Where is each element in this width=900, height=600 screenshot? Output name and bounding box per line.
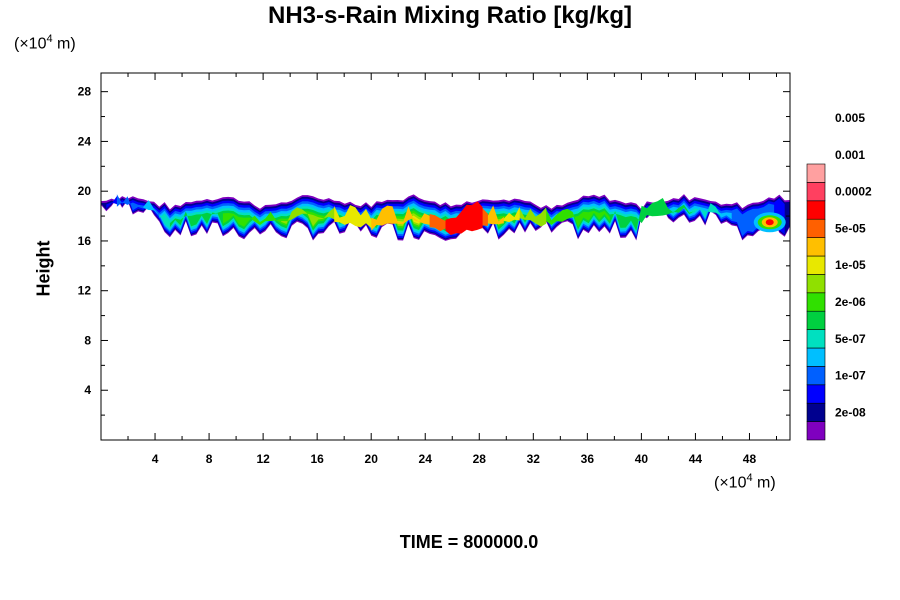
x-tick-label: 48	[743, 452, 757, 466]
colorbar-swatch	[806, 292, 826, 312]
mixing-ratio-field	[101, 194, 790, 241]
y-tick-label: 16	[78, 234, 92, 248]
x-tick-label: 40	[635, 452, 649, 466]
colorbar-swatch	[806, 274, 826, 294]
x-tick-label: 44	[689, 452, 703, 466]
colorbar-swatch	[806, 366, 826, 386]
colorbar-swatch	[806, 182, 826, 202]
x-tick-label: 24	[419, 452, 433, 466]
x-unit-label: (×104 m)	[714, 472, 776, 492]
colorbar-swatch	[806, 237, 826, 257]
y-tick-label: 12	[78, 284, 92, 298]
chart-title: NH3-s-Rain Mixing Ratio [kg/kg]	[267, 2, 633, 29]
colorbar-label: 0.005	[835, 111, 865, 125]
colorbar: 2e-08 1e-07 5e-07 2e-06 1e-05 5e-05 0.0002 0.00…	[806, 111, 872, 441]
colorbar-label: 5e-07	[835, 332, 866, 346]
x-tick-label: 16	[310, 452, 324, 466]
time-label: TIME = 800000.0	[399, 532, 539, 552]
x-tick-label: 8	[206, 452, 213, 466]
plot-frame	[100, 72, 791, 441]
field-contour	[445, 201, 483, 235]
colorbar-label: 0.001	[835, 148, 865, 162]
colorbar-swatch	[806, 218, 826, 238]
y-tick-label: 24	[78, 134, 92, 148]
colorbar-swatch	[806, 310, 826, 330]
y-tick-label: 20	[78, 184, 92, 198]
y-tick-label: 28	[78, 85, 92, 99]
colorbar-label: 5e-05	[835, 221, 866, 235]
colorbar-swatch	[806, 402, 826, 422]
y-tick-label: 4	[84, 383, 91, 397]
x-tick-label: 32	[527, 452, 541, 466]
colorbar-label: 2e-06	[835, 295, 866, 309]
x-tick-label: 4	[152, 452, 159, 466]
x-tick-label: 28	[473, 452, 487, 466]
colorbar-swatch	[806, 384, 826, 404]
colorbar-label: 1e-05	[835, 258, 866, 272]
colorbar-swatch	[806, 255, 826, 275]
colorbar-label: 1e-07	[835, 369, 866, 383]
colorbar-swatch	[806, 329, 826, 349]
x-tick-label: 36	[581, 452, 595, 466]
colorbar-swatch	[806, 200, 826, 220]
colorbar-swatch	[806, 347, 826, 367]
y-unit-label: (×104 m)	[14, 33, 76, 53]
x-tick-label: 12	[256, 452, 270, 466]
colorbar-swatch	[806, 421, 826, 441]
y-tick-label: 8	[84, 333, 91, 347]
colorbar-label: 0.0002	[835, 185, 872, 199]
colorbar-label: 2e-08	[835, 405, 866, 419]
field-cell	[765, 219, 774, 226]
x-tick-label: 20	[365, 452, 379, 466]
colorbar-swatch	[806, 163, 826, 183]
